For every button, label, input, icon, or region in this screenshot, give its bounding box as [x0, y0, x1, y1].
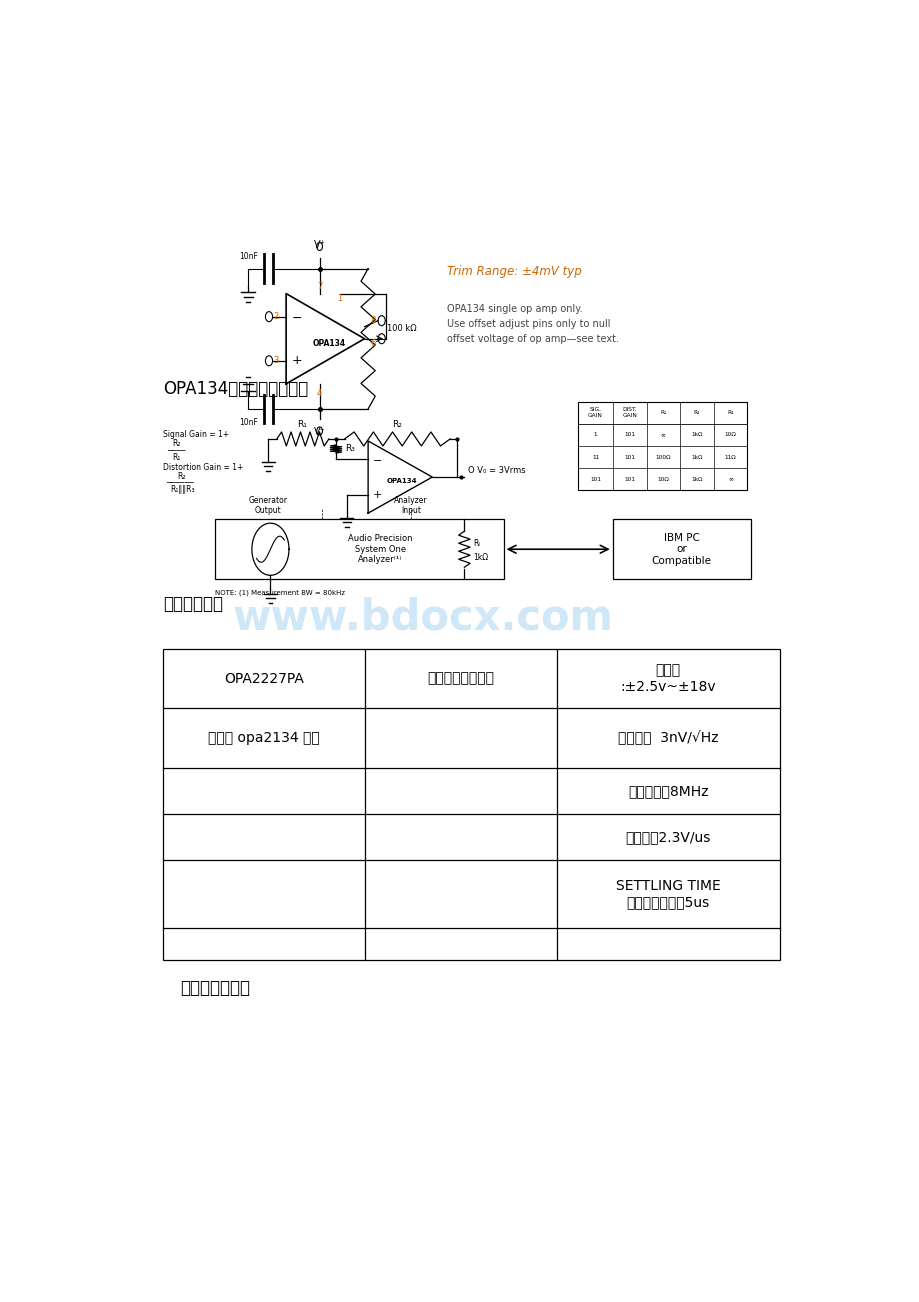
Text: 典型应用电路：: 典型应用电路： — [180, 979, 250, 997]
Text: R₃: R₃ — [345, 444, 355, 453]
Text: 3: 3 — [273, 357, 278, 366]
Bar — [578, 402, 746, 490]
Text: 10nF: 10nF — [239, 253, 257, 260]
Text: 1: 1 — [593, 432, 596, 437]
Text: O V₀ = 3Vrms: O V₀ = 3Vrms — [468, 466, 525, 474]
Text: −: − — [291, 312, 302, 326]
Text: Rₗ: Rₗ — [472, 539, 479, 548]
Text: Audio Precision
System One
Analyzer⁽¹⁾: Audio Precision System One Analyzer⁽¹⁾ — [348, 534, 413, 564]
Text: 10Ω: 10Ω — [723, 432, 735, 437]
Text: 11Ω: 11Ω — [723, 454, 735, 460]
Text: R₂: R₂ — [391, 421, 401, 430]
Text: −: − — [373, 456, 382, 466]
Text: 1kΩ: 1kΩ — [690, 432, 702, 437]
Text: 1kΩ: 1kΩ — [690, 454, 702, 460]
Text: R₂: R₂ — [172, 440, 180, 448]
Text: R₁: R₁ — [660, 410, 665, 415]
Text: 101: 101 — [589, 477, 600, 482]
Text: OPA134: OPA134 — [312, 340, 346, 348]
Text: R₁: R₁ — [297, 421, 307, 430]
Text: 2: 2 — [273, 312, 278, 322]
Text: OPA134: OPA134 — [387, 478, 417, 484]
Text: DIST.
GAIN: DIST. GAIN — [621, 408, 637, 418]
Text: SETTLING TIME
（稳定时间）：5us: SETTLING TIME （稳定时间）：5us — [615, 879, 720, 909]
Text: NOTE: (1) Measurement BW = 80kHz: NOTE: (1) Measurement BW = 80kHz — [215, 589, 345, 595]
Text: 7: 7 — [317, 283, 322, 292]
Text: IBM PC
or
Compatible: IBM PC or Compatible — [652, 533, 711, 566]
Text: 引脚与 opa2134 相同: 引脚与 opa2134 相同 — [208, 730, 320, 745]
Text: 100Ω: 100Ω — [654, 454, 670, 460]
Text: 8: 8 — [369, 316, 375, 326]
Text: 变形测试电路: 变形测试电路 — [164, 595, 223, 613]
Text: ──────: ────── — [165, 478, 193, 487]
Text: offset voltage of op amp—see text.: offset voltage of op amp—see text. — [446, 333, 618, 344]
Text: Analyzer
Input: Analyzer Input — [393, 496, 427, 516]
Text: 高精度低噪声运放: 高精度低噪声运放 — [426, 672, 494, 686]
Text: V⁺: V⁺ — [313, 241, 325, 250]
Text: 11: 11 — [591, 454, 598, 460]
Text: ∞: ∞ — [727, 477, 732, 482]
Text: 1: 1 — [336, 294, 342, 303]
Text: OPA134偏移电压修剪电路: OPA134偏移电压修剪电路 — [164, 380, 309, 398]
Text: Generator
Output: Generator Output — [248, 496, 288, 516]
Text: ────: ──── — [167, 445, 186, 454]
Text: +: + — [291, 354, 302, 367]
Text: R₂: R₂ — [177, 471, 186, 480]
Text: 1kΩ: 1kΩ — [472, 553, 487, 561]
Text: 4: 4 — [317, 389, 322, 398]
Text: 10nF: 10nF — [239, 418, 257, 427]
Text: 101: 101 — [624, 477, 635, 482]
Text: R₃: R₃ — [726, 410, 732, 415]
Text: +: + — [373, 490, 382, 500]
Text: 双电源
:±2.5v~±18v: 双电源 :±2.5v~±18v — [619, 664, 715, 694]
Text: ∞: ∞ — [660, 432, 665, 437]
Text: 压摆率：2.3V/us: 压摆率：2.3V/us — [625, 829, 710, 844]
Bar — [215, 519, 503, 579]
Text: Signal Gain = 1+: Signal Gain = 1+ — [164, 431, 230, 440]
Text: Use offset adjust pins only to null: Use offset adjust pins only to null — [446, 319, 609, 328]
Text: 低噪声：  3nV/√Hz: 低噪声： 3nV/√Hz — [618, 730, 718, 745]
Text: 100 kΩ: 100 kΩ — [387, 324, 416, 333]
Text: 101: 101 — [624, 432, 635, 437]
Text: Trim Range: ±4mV typ: Trim Range: ±4mV typ — [446, 266, 581, 279]
Text: V⁻: V⁻ — [313, 427, 325, 437]
Text: R₁: R₁ — [172, 453, 180, 461]
Text: 1kΩ: 1kΩ — [690, 477, 702, 482]
Text: SIG.
GAIN: SIG. GAIN — [587, 408, 602, 418]
Bar — [612, 519, 750, 579]
Text: R₂: R₂ — [693, 410, 699, 415]
Text: 增益带宽：8MHz: 增益带宽：8MHz — [628, 784, 708, 798]
Text: 10Ω: 10Ω — [657, 477, 668, 482]
Text: 101: 101 — [624, 454, 635, 460]
Text: OPA134 single op amp only.: OPA134 single op amp only. — [446, 303, 582, 314]
Text: OPA2227PA: OPA2227PA — [224, 672, 303, 686]
Bar — [164, 650, 778, 961]
Text: Distortion Gain = 1+: Distortion Gain = 1+ — [164, 462, 244, 471]
Text: www.bdocx.com: www.bdocx.com — [233, 596, 613, 638]
Text: 6: 6 — [369, 340, 375, 348]
Text: R₁‖‖R₃: R₁‖‖R₃ — [170, 484, 195, 493]
